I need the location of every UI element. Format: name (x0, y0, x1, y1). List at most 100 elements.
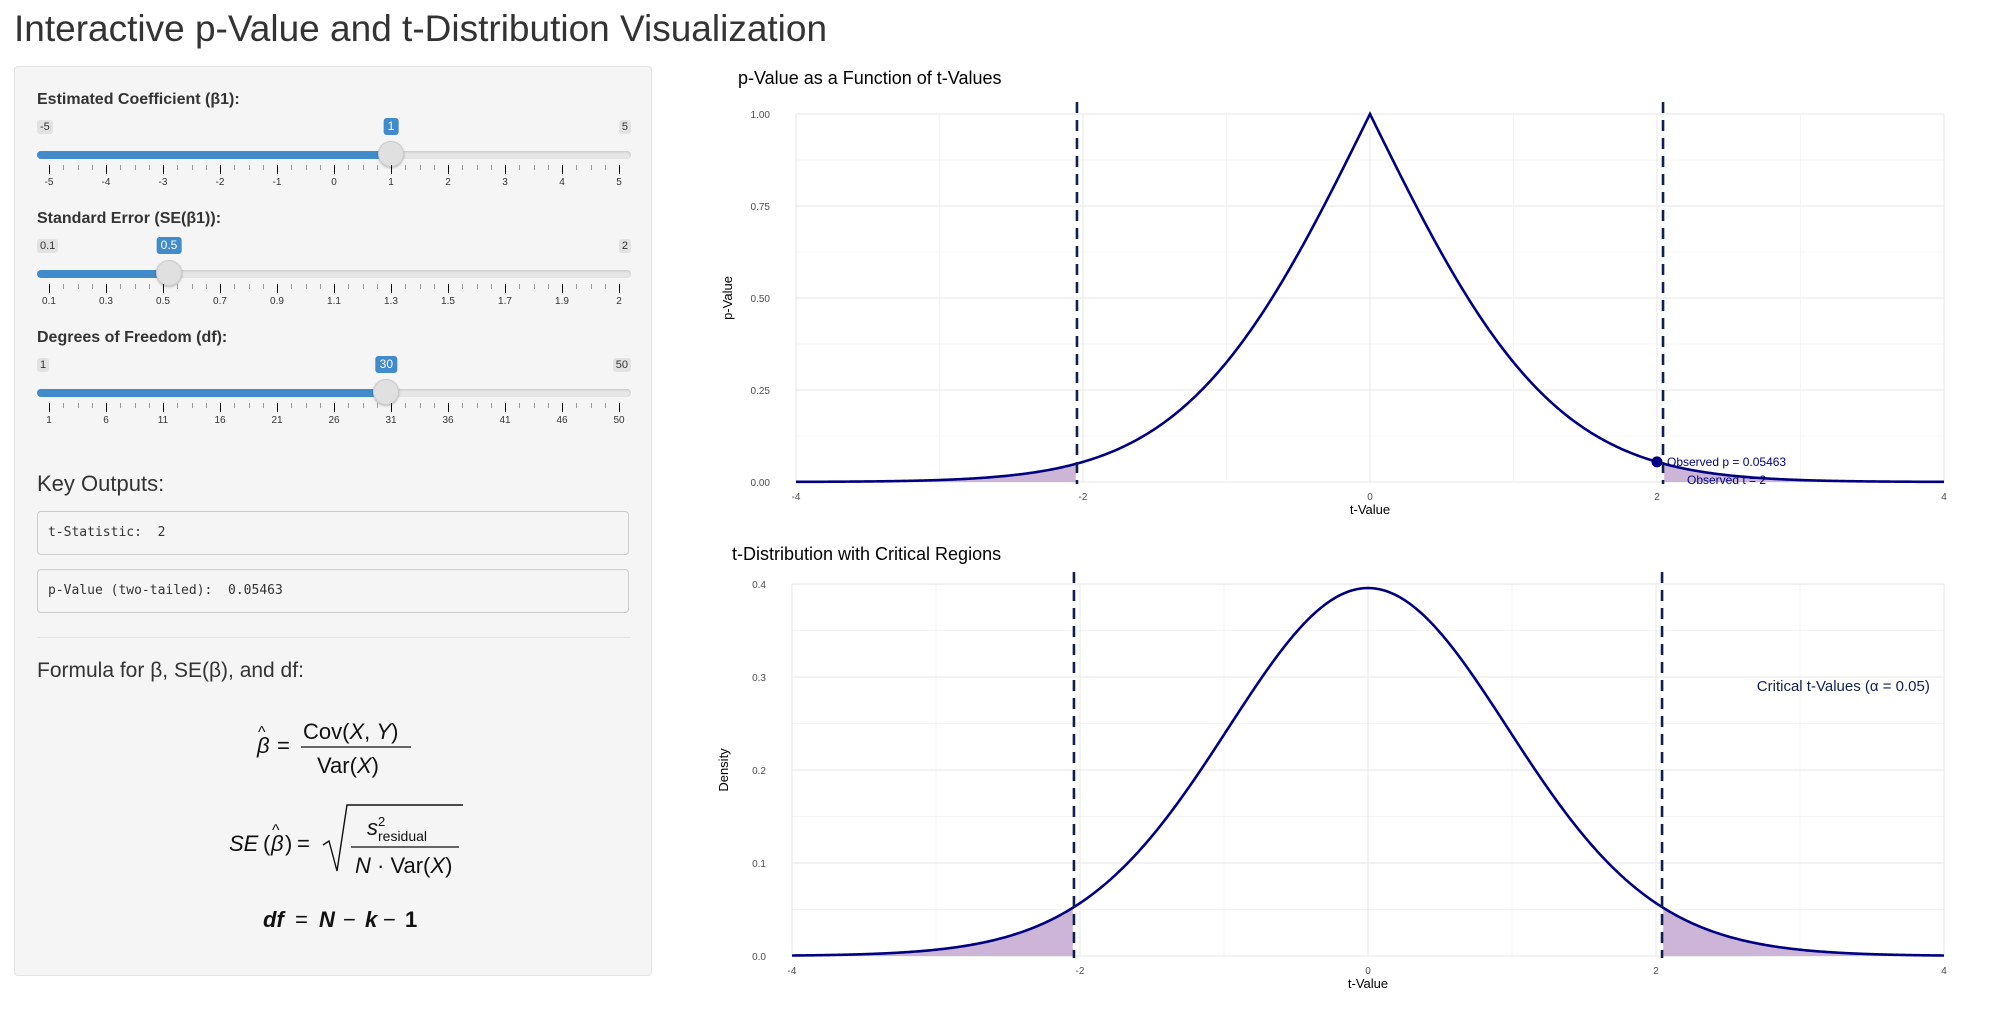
slider-minor-tick (120, 403, 122, 408)
slider-minor-tick (533, 403, 535, 408)
slider-minor-tick (604, 403, 606, 408)
se-slider-handle[interactable] (156, 260, 182, 286)
slider-tick-label: 0.9 (270, 296, 284, 307)
df-slider-value: 30 (375, 356, 398, 373)
slider-minor-tick (405, 284, 407, 289)
slider-tick (49, 284, 50, 293)
slider-minor-tick (419, 284, 421, 289)
svg-text:^: ^ (258, 724, 266, 741)
svg-text:1: 1 (405, 907, 417, 932)
beta-formula: β ^ = Cov(X, Y) Var(X) (256, 719, 411, 778)
slider-minor-tick (348, 403, 350, 408)
df-slider-label: Degrees of Freedom (df): (37, 329, 228, 346)
slider-tick (334, 403, 335, 412)
shaded-region-left (792, 907, 1073, 956)
slider-tick-label: 26 (328, 415, 340, 426)
svg-text:2: 2 (378, 814, 385, 829)
se-slider-track[interactable] (37, 270, 631, 278)
se-slider[interactable]: 0.1 2 0.5 0.1 0.3 0.5 0.7 0.9 1.1 1.3 1.5 1.7 1.9… (37, 222, 631, 307)
slider-minor-tick (134, 284, 136, 289)
svg-text:N: N (319, 907, 336, 932)
slider-tick-label: 0.5 (156, 296, 170, 307)
key-outputs-heading: Key Outputs: (37, 471, 165, 496)
observed-t-annotation: Observed t = 2 (1687, 473, 1766, 487)
beta-slider[interactable]: -5 5 1 -5 -4 -3 -2 -1 0 1 2 3 4 5 (37, 103, 631, 188)
slider-tick-label: 0.1 (42, 296, 56, 307)
svg-text:β: β (256, 733, 270, 758)
slider-minor-tick (291, 284, 293, 289)
slider-minor-tick (348, 284, 350, 289)
slider-minor-tick (519, 403, 521, 408)
slider-minor-tick (234, 403, 236, 408)
slider-minor-tick (476, 165, 478, 170)
y-axis-label: Density (716, 748, 731, 792)
slider-minor-tick (604, 165, 606, 170)
slider-minor-tick (433, 403, 435, 408)
slider-minor-tick (590, 165, 592, 170)
slider-tick (49, 165, 50, 174)
slider-minor-tick (362, 403, 364, 408)
shaded-region-right (1664, 463, 1944, 482)
slider-tick (106, 284, 107, 293)
slider-minor-tick (305, 165, 307, 170)
slider-minor-tick (490, 165, 492, 170)
slider-minor-tick (177, 403, 179, 408)
slider-minor-tick (63, 165, 65, 170)
x-tick-label: 4 (1941, 492, 1947, 503)
slider-minor-tick (148, 284, 150, 289)
slider-minor-tick (362, 284, 364, 289)
svg-text:−: − (383, 907, 396, 932)
slider-tick-label: 0.7 (213, 296, 227, 307)
df-slider-max: 50 (612, 358, 631, 372)
slider-minor-tick (191, 165, 193, 170)
se-slider-min: 0.1 (37, 239, 59, 253)
svg-text:β: β (270, 831, 284, 856)
beta-slider-fill (37, 151, 391, 159)
slider-minor-tick (576, 165, 578, 170)
slider-tick (277, 284, 278, 293)
svg-text:(: ( (263, 831, 271, 856)
slider-tick (334, 165, 335, 174)
slider-tick (562, 403, 563, 412)
slider-minor-tick (291, 403, 293, 408)
slider-tick-label: 2 (445, 177, 451, 188)
slider-tick-label: 31 (385, 415, 397, 426)
slider-minor-tick (519, 165, 521, 170)
tdist-chart-title: t-Distribution with Critical Regions (732, 544, 1002, 564)
svg-text:^: ^ (272, 822, 280, 839)
beta-slider-max: 5 (618, 120, 631, 134)
df-formula: df = N − k − 1 (263, 907, 417, 932)
slider-minor-tick (376, 284, 378, 289)
slider-tick-label: 46 (556, 415, 568, 426)
svg-text:s: s (367, 815, 378, 840)
critical-values-annotation: Critical t-Values (α = 0.05) (1757, 678, 1930, 695)
beta-slider-handle[interactable] (378, 141, 404, 167)
slider-minor-tick (433, 284, 435, 289)
se-slider-value: 0.5 (156, 237, 182, 254)
slider-minor-tick (248, 165, 250, 170)
slider-minor-tick (205, 165, 207, 170)
df-slider-handle[interactable] (373, 379, 400, 405)
se-slider-max: 2 (618, 239, 631, 253)
y-tick-label: 0.0 (752, 952, 766, 963)
df-slider[interactable]: 1 50 30 1 6 11 16 21 26 31 36 41 46 50 (37, 341, 631, 426)
app-title: Interactive p-Value and t-Distribution V… (14, 8, 828, 49)
slider-minor-tick (462, 403, 464, 408)
slider-tick-label: 1 (46, 415, 52, 426)
slider-minor-tick (547, 284, 549, 289)
slider-minor-tick (91, 403, 93, 408)
slider-tick-label: 1.9 (555, 296, 569, 307)
slider-minor-tick (177, 284, 179, 289)
slider-minor-tick (234, 165, 236, 170)
slider-minor-tick (305, 403, 307, 408)
shaded-region-right (1663, 907, 1944, 956)
slider-tick (220, 284, 221, 293)
beta-slider-label: Estimated Coefficient (β1): (37, 91, 240, 108)
slider-tick (391, 403, 392, 412)
slider-tick-label: -1 (272, 177, 282, 188)
y-tick-label: 0.4 (752, 580, 766, 591)
svg-text:k: k (365, 907, 379, 932)
slider-minor-tick (462, 165, 464, 170)
slider-minor-tick (191, 403, 193, 408)
x-tick-label: 0 (1365, 966, 1371, 977)
